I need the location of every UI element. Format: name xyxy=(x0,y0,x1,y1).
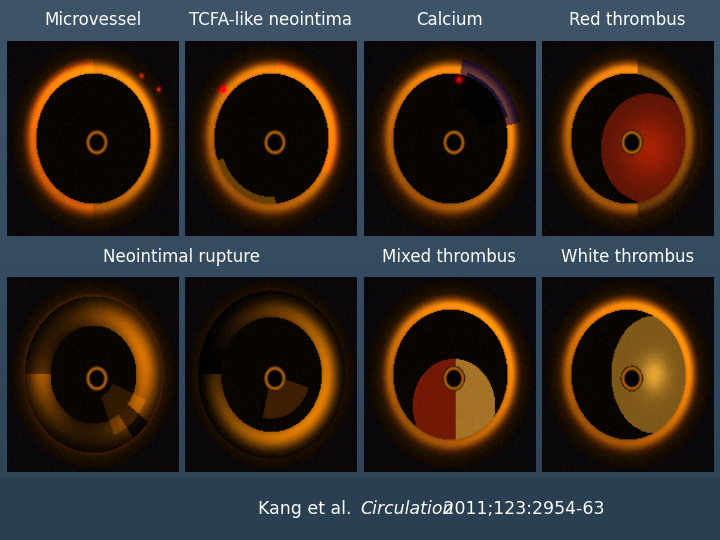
Text: Circulation: Circulation xyxy=(360,500,454,518)
FancyBboxPatch shape xyxy=(0,478,720,540)
Text: Mixed thrombus: Mixed thrombus xyxy=(382,247,516,266)
Text: Kang et al.: Kang et al. xyxy=(258,500,360,518)
Text: Microvessel: Microvessel xyxy=(44,11,141,29)
Text: Red thrombus: Red thrombus xyxy=(569,11,685,29)
Text: 2011;123:2954-63: 2011;123:2954-63 xyxy=(438,500,604,518)
Text: Neointimal rupture: Neointimal rupture xyxy=(103,247,261,266)
Text: TCFA-like neointima: TCFA-like neointima xyxy=(189,11,352,29)
Text: White thrombus: White thrombus xyxy=(561,247,694,266)
Text: Calcium: Calcium xyxy=(415,11,482,29)
